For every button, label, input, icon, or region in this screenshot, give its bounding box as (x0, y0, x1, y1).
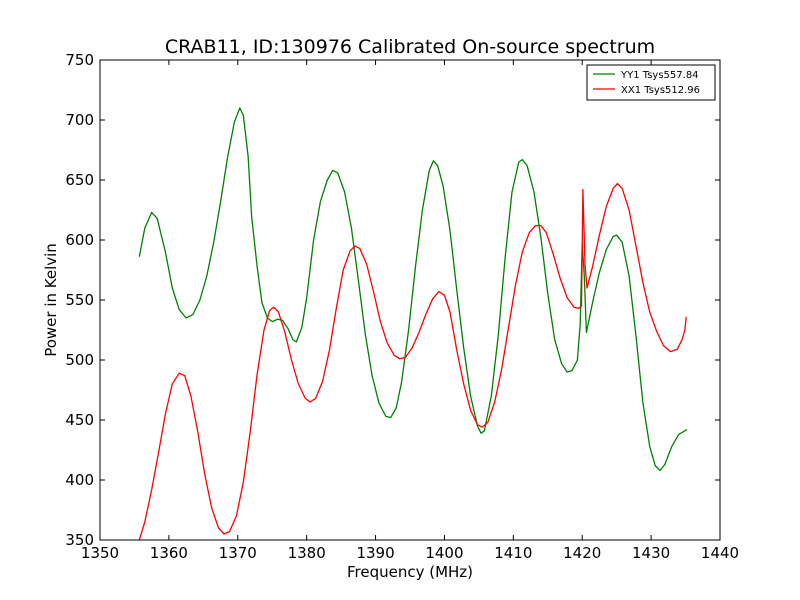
y-tick-label: 700 (65, 111, 94, 129)
x-axis-label: Frequency (MHz) (347, 563, 473, 581)
chart-title: CRAB11, ID:130976 Calibrated On-source s… (165, 36, 655, 58)
x-tick-label: 1380 (288, 544, 326, 562)
x-tick-label: 1360 (150, 544, 188, 562)
y-tick-label: 400 (65, 471, 94, 489)
x-tick-label: 1430 (632, 544, 670, 562)
x-tick-label: 1350 (81, 544, 119, 562)
legend-box (586, 64, 716, 101)
series-line-2 (138, 182, 687, 541)
legend-label-2: XX1 Tsys512.96 (621, 85, 700, 96)
x-tick-label: 1370 (219, 544, 257, 562)
y-tick-label: 500 (65, 351, 94, 369)
legend: YY1 Tsys557.84 XX1 Tsys512.96 (586, 64, 716, 101)
y-tick-label: 350 (65, 531, 94, 549)
x-tick-label: 1390 (356, 544, 394, 562)
y-tick-label: 550 (65, 291, 94, 309)
y-axis-label: Power in Kelvin (42, 243, 60, 357)
x-tick-label: 1440 (701, 544, 739, 562)
legend-label-1: YY1 Tsys557.84 (620, 70, 699, 81)
x-tick-label: 1400 (425, 544, 463, 562)
y-tick-label: 450 (65, 411, 94, 429)
y-tick-label: 600 (65, 231, 94, 249)
y-tick-label: 750 (65, 51, 94, 69)
axis-ticks: 1350 1360 1370 1380 1390 1400 1410 1420 1430 1440… (65, 51, 739, 562)
x-tick-label: 1420 (563, 544, 601, 562)
y-tick-label: 650 (65, 171, 94, 189)
plot-area (138, 107, 688, 541)
series-line-1 (138, 107, 688, 472)
x-tick-label: 1410 (494, 544, 532, 562)
